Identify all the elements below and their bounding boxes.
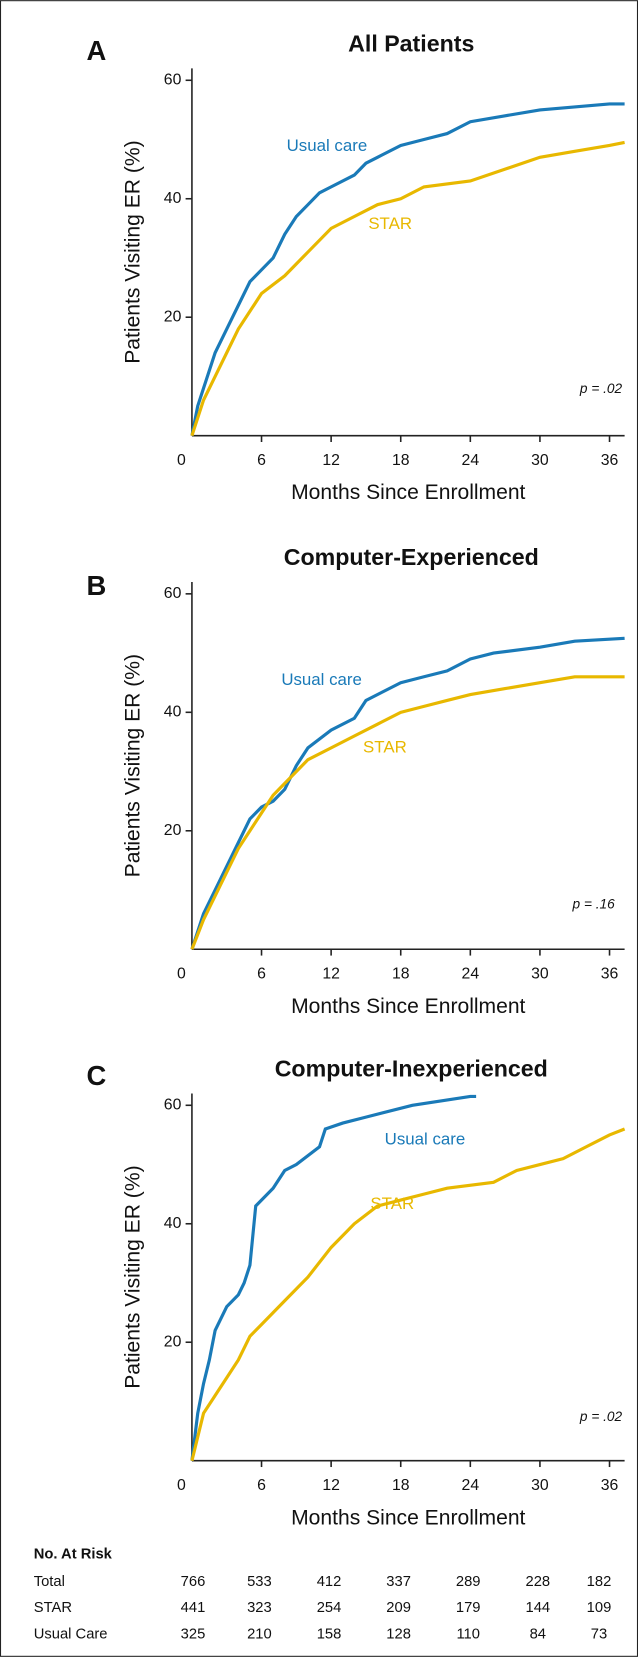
x-tick-label: 12	[322, 1477, 340, 1494]
table-cell: 325	[181, 1627, 206, 1643]
x-tick-label: 24	[462, 452, 480, 469]
series-label: STAR	[368, 214, 412, 233]
x-tick-label: 18	[392, 966, 410, 983]
y-tick-label: 60	[164, 71, 182, 88]
chart-title: Computer-Experienced	[284, 544, 539, 570]
series-line	[190, 1094, 477, 1461]
series-line	[190, 140, 625, 437]
x-tick-label: 6	[257, 966, 266, 983]
x-tick-label: 12	[322, 966, 340, 983]
x-tick-label: 30	[531, 1477, 549, 1494]
x-axis-label: Months Since Enrollment	[291, 481, 525, 504]
table-cell: 254	[317, 1600, 342, 1616]
table-cell: 337	[386, 1574, 411, 1590]
table-cell: 84	[530, 1627, 546, 1643]
y-axis-label: Patients Visiting ER (%)	[122, 1165, 145, 1388]
table-cell: 533	[247, 1574, 272, 1590]
x-tick-label: 24	[462, 1477, 480, 1494]
chart-title: All Patients	[348, 31, 474, 57]
x-tick-label: 0	[177, 1477, 186, 1494]
x-tick-label: 12	[322, 452, 340, 469]
x-tick-label: 0	[177, 452, 186, 469]
x-tick-label: 36	[601, 1477, 619, 1494]
panel-letter: C	[86, 1060, 106, 1091]
y-axis-label: Patients Visiting ER (%)	[122, 654, 145, 877]
x-tick-label: 18	[392, 452, 410, 469]
y-tick-label: 40	[164, 190, 182, 207]
series-line	[190, 1127, 626, 1462]
table-cell: 182	[587, 1574, 612, 1590]
table-cell: 209	[386, 1600, 411, 1616]
table-cell: 412	[317, 1574, 342, 1590]
p-value: p = .02	[579, 1409, 623, 1424]
x-axis-label: Months Since Enrollment	[291, 1506, 525, 1529]
y-tick-label: 20	[164, 308, 182, 325]
table-cell: 73	[591, 1627, 607, 1643]
table-cell: 109	[587, 1600, 612, 1616]
chart-title: Computer-Inexperienced	[275, 1056, 548, 1082]
series-line	[190, 675, 625, 950]
p-value: p = .02	[579, 381, 623, 396]
table-cell: 110	[456, 1627, 480, 1643]
table-cell: 441	[181, 1600, 206, 1616]
table-cell: 179	[456, 1600, 481, 1616]
x-tick-label: 6	[257, 452, 266, 469]
series-label: Usual care	[287, 136, 368, 155]
table-cell: 144	[526, 1600, 551, 1616]
x-tick-label: 30	[531, 966, 549, 983]
x-tick-label: 36	[601, 966, 619, 983]
y-tick-label: 40	[164, 1215, 182, 1232]
table-cell: 128	[386, 1627, 411, 1643]
table-cell: 289	[456, 1574, 481, 1590]
table-cell: 210	[247, 1627, 272, 1643]
series-label: Usual care	[385, 1130, 466, 1149]
p-value: p = .16	[572, 897, 616, 912]
series-label: STAR	[363, 737, 407, 756]
table-row-label: Usual Care	[34, 1627, 108, 1643]
x-tick-label: 0	[177, 966, 186, 983]
table-row-label: Total	[34, 1574, 65, 1590]
y-tick-label: 20	[164, 1333, 182, 1350]
panel-letter: A	[86, 35, 106, 66]
table-cell: 158	[317, 1627, 342, 1643]
series-label: STAR	[370, 1194, 414, 1213]
x-tick-label: 30	[531, 452, 549, 469]
table-title: No. At Risk	[34, 1546, 113, 1562]
table-row-label: STAR	[34, 1600, 72, 1616]
table-cell: 766	[181, 1574, 206, 1590]
series-line	[190, 636, 625, 950]
series-label: Usual care	[281, 670, 362, 689]
x-tick-label: 18	[392, 1477, 410, 1494]
x-tick-label: 6	[257, 1477, 266, 1494]
y-tick-label: 40	[164, 703, 182, 720]
y-axis-label: Patients Visiting ER (%)	[122, 140, 145, 363]
x-tick-label: 24	[462, 966, 480, 983]
table-cell: 323	[247, 1600, 272, 1616]
y-tick-label: 60	[164, 1096, 182, 1113]
series-line	[190, 102, 625, 436]
x-tick-label: 36	[601, 452, 619, 469]
y-tick-label: 20	[164, 822, 182, 839]
table-cell: 228	[526, 1574, 551, 1590]
x-axis-label: Months Since Enrollment	[291, 995, 525, 1018]
y-tick-label: 60	[164, 585, 182, 602]
panel-letter: B	[86, 570, 106, 601]
